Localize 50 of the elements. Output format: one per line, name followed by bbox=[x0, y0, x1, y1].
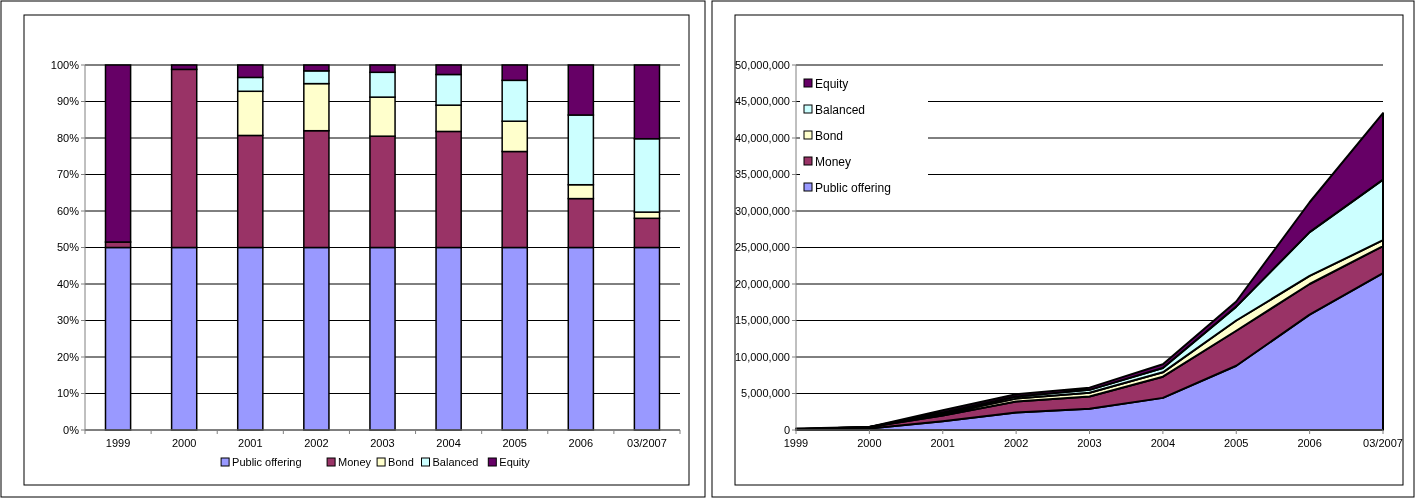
x-tick-label: 2005 bbox=[1224, 437, 1249, 449]
y-tick-label: 100% bbox=[50, 58, 80, 71]
x-tick-label: 03/2007 bbox=[627, 437, 667, 449]
legend-label: Public offering bbox=[815, 181, 891, 195]
y-tick-label: 30,000,000 bbox=[734, 204, 790, 217]
legend-label: Balanced bbox=[432, 456, 479, 468]
y-tick-label: 5,000,000 bbox=[741, 387, 790, 400]
x-tick-label: 2000 bbox=[857, 437, 882, 449]
y-tick-label: 40% bbox=[56, 277, 80, 290]
legend-label: Bond bbox=[388, 456, 414, 468]
legend-label: Money bbox=[815, 155, 852, 169]
y-tick-label: 25,000,000 bbox=[734, 241, 790, 254]
y-tick-label: 50,000,000 bbox=[734, 58, 790, 71]
x-tick-label: 2001 bbox=[930, 437, 955, 449]
x-tick-label: 1999 bbox=[783, 437, 809, 449]
y-tick-label: 0 bbox=[783, 423, 790, 436]
x-tick-label: 1999 bbox=[105, 437, 131, 449]
y-tick-label: 40,000,000 bbox=[734, 131, 790, 144]
y-tick-label: 15,000,000 bbox=[734, 314, 790, 327]
y-tick-label: 45,000,000 bbox=[734, 95, 790, 108]
legend-label: Public offering bbox=[232, 456, 302, 468]
y-tick-label: 0% bbox=[63, 423, 80, 436]
x-tick-label: 2002 bbox=[1003, 437, 1029, 449]
y-tick-label: 80% bbox=[56, 131, 80, 144]
y-tick-label: 20% bbox=[56, 350, 80, 363]
y-tick-label: 50% bbox=[56, 241, 80, 254]
y-tick-label: 10% bbox=[56, 387, 80, 400]
x-tick-label: 03/2007 bbox=[1363, 437, 1403, 449]
x-tick-label: 2003 bbox=[1077, 437, 1102, 449]
x-tick-label: 2006 bbox=[568, 437, 594, 449]
y-tick-label: 10,000,000 bbox=[734, 350, 790, 363]
legend-label: Balanced bbox=[815, 103, 866, 117]
x-tick-label: 2004 bbox=[1150, 437, 1176, 449]
legend-label: Money bbox=[338, 456, 372, 468]
legend-label: Equity bbox=[499, 456, 531, 468]
y-tick-label: 60% bbox=[56, 204, 80, 217]
legend-label: Equity bbox=[815, 77, 849, 91]
y-tick-label: 30% bbox=[56, 314, 80, 327]
x-tick-label: 2006 bbox=[1297, 437, 1322, 449]
x-tick-label: 2003 bbox=[370, 437, 395, 449]
x-tick-label: 2004 bbox=[436, 437, 461, 449]
x-tick-label: 2005 bbox=[502, 437, 527, 449]
x-tick-label: 2000 bbox=[171, 437, 197, 449]
y-tick-label: 90% bbox=[56, 95, 80, 108]
x-tick-label: 2002 bbox=[304, 437, 329, 449]
y-tick-label: 20,000,000 bbox=[734, 277, 790, 290]
y-tick-label: 70% bbox=[56, 168, 80, 181]
y-tick-label: 35,000,000 bbox=[734, 168, 790, 181]
x-tick-label: 2001 bbox=[238, 437, 263, 449]
legend-label: Bond bbox=[815, 129, 844, 143]
